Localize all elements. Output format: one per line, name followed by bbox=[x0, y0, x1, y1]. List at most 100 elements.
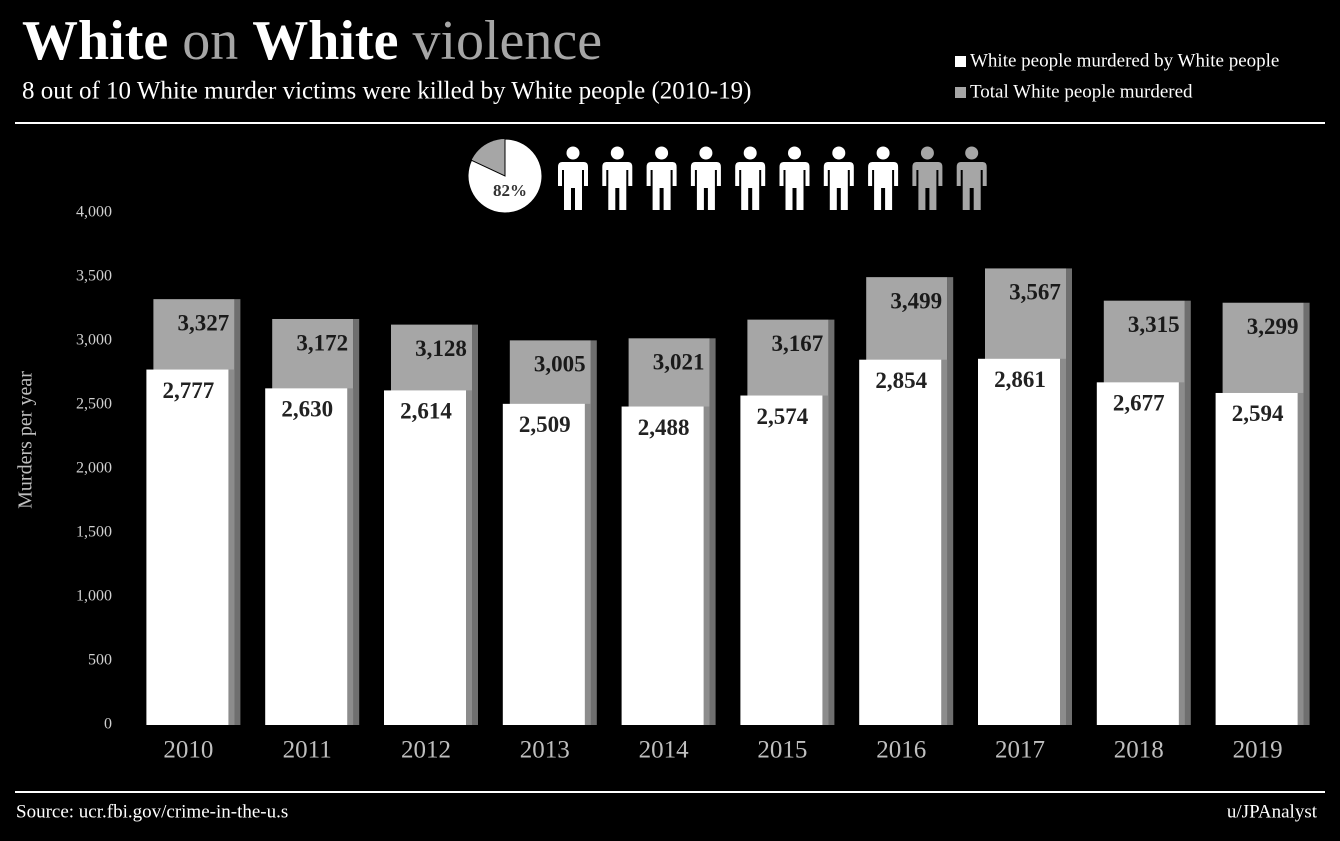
bar-shadow bbox=[703, 406, 710, 725]
y-tick-label: 2,000 bbox=[76, 460, 112, 477]
value-label: 3,315 bbox=[1128, 312, 1180, 337]
icon-body bbox=[912, 162, 943, 210]
icon-body bbox=[823, 162, 854, 210]
bar-shadow bbox=[347, 388, 354, 725]
y-tick-label: 4,000 bbox=[76, 204, 112, 221]
icon-body bbox=[690, 162, 721, 210]
y-tick-label: 2,500 bbox=[76, 396, 112, 413]
bar bbox=[265, 388, 348, 725]
legend-swatch bbox=[955, 56, 966, 67]
x-tick-label: 2019 bbox=[1233, 737, 1283, 764]
author: u/JPAnalyst bbox=[1227, 801, 1318, 822]
bar bbox=[859, 359, 942, 725]
bar-shadow bbox=[1060, 358, 1066, 725]
x-tick-label: 2015 bbox=[757, 737, 807, 764]
value-label: 3,167 bbox=[772, 331, 824, 356]
title-part: violence bbox=[412, 10, 602, 72]
icon-head bbox=[743, 146, 757, 160]
value-label: 3,128 bbox=[415, 336, 467, 361]
pie-label: 82% bbox=[493, 181, 527, 200]
value-label: 2,854 bbox=[875, 368, 927, 393]
x-tick-label: 2018 bbox=[1114, 737, 1164, 764]
chart-title: White on White violence bbox=[22, 10, 602, 72]
bar bbox=[146, 369, 229, 725]
legend-label: Total White people murdered bbox=[970, 81, 1193, 102]
bar bbox=[740, 395, 823, 725]
y-axis-label: Murders per year bbox=[15, 371, 37, 509]
icon-head bbox=[832, 146, 846, 160]
bar-shadow bbox=[1066, 268, 1072, 725]
bar bbox=[1096, 382, 1179, 725]
y-tick-label: 1,000 bbox=[76, 588, 112, 605]
value-label: 3,567 bbox=[1009, 280, 1061, 305]
bar-shadow bbox=[234, 299, 241, 725]
title-part: White bbox=[22, 10, 168, 72]
icon-body bbox=[735, 162, 766, 210]
bar bbox=[502, 403, 585, 725]
icon-head bbox=[965, 146, 979, 160]
bar-shadow bbox=[1303, 302, 1310, 725]
bar-shadow bbox=[1297, 392, 1304, 725]
x-tick-label: 2017 bbox=[995, 737, 1045, 764]
value-label: 2,509 bbox=[519, 412, 571, 437]
title-part: White bbox=[252, 10, 398, 72]
person-icon bbox=[735, 146, 766, 210]
bar-shadow bbox=[1178, 382, 1185, 725]
x-tick-label: 2014 bbox=[639, 737, 690, 764]
value-label: 3,005 bbox=[534, 352, 586, 377]
person-icon bbox=[646, 146, 677, 210]
chart-subtitle: 8 out of 10 White murder victims were ki… bbox=[22, 78, 751, 105]
value-label: 3,172 bbox=[296, 330, 348, 355]
x-tick-label: 2011 bbox=[283, 737, 332, 764]
x-tick-label: 2013 bbox=[520, 737, 570, 764]
icon-head bbox=[788, 146, 801, 160]
icon-head bbox=[920, 146, 934, 160]
person-icon bbox=[558, 146, 588, 210]
y-tick-label: 0 bbox=[104, 716, 112, 733]
bar-shadow bbox=[709, 338, 716, 725]
person-icon bbox=[956, 146, 987, 210]
value-label: 2,630 bbox=[281, 397, 333, 422]
value-label: 2,488 bbox=[638, 415, 690, 440]
icon-head bbox=[699, 146, 713, 160]
y-tick-label: 1,500 bbox=[76, 524, 112, 541]
source: Source: ucr.fbi.gov/crime-in-the-u.s bbox=[16, 801, 288, 822]
value-label: 2,861 bbox=[994, 367, 1046, 392]
value-label: 2,594 bbox=[1232, 401, 1284, 426]
bar-shadow bbox=[466, 390, 472, 725]
bar-shadow bbox=[228, 369, 235, 725]
icon-head bbox=[655, 146, 669, 160]
x-tick-label: 2010 bbox=[163, 737, 213, 764]
bar-shadow bbox=[941, 359, 948, 725]
x-tick-label: 2016 bbox=[876, 737, 926, 764]
value-label: 2,777 bbox=[163, 378, 215, 403]
icon-head bbox=[610, 146, 624, 160]
value-label: 2,677 bbox=[1113, 391, 1165, 416]
y-tick-label: 3,000 bbox=[76, 332, 112, 349]
person-icon bbox=[823, 146, 854, 210]
icon-body bbox=[956, 162, 987, 210]
legend-swatch bbox=[955, 87, 966, 98]
pie-slice bbox=[467, 138, 543, 214]
icon-body bbox=[868, 162, 899, 210]
bar bbox=[384, 390, 466, 725]
value-label: 2,614 bbox=[400, 399, 452, 424]
bar-shadow bbox=[1184, 300, 1191, 725]
icon-body bbox=[779, 162, 810, 210]
bar bbox=[978, 358, 1060, 725]
icon-body bbox=[646, 162, 677, 210]
bar-shadow bbox=[590, 340, 597, 725]
bar bbox=[1215, 392, 1298, 725]
value-label: 2,574 bbox=[757, 404, 809, 429]
bar-shadow bbox=[822, 395, 829, 725]
bar bbox=[621, 406, 704, 725]
icon-body bbox=[602, 162, 633, 210]
y-tick-label: 3,500 bbox=[76, 268, 112, 285]
bar-shadow bbox=[947, 277, 954, 725]
bar-shadow bbox=[584, 403, 591, 725]
value-label: 3,021 bbox=[653, 350, 705, 375]
bar-shadow bbox=[353, 318, 360, 725]
bar-shadow bbox=[472, 324, 478, 725]
person-icon bbox=[912, 146, 943, 210]
